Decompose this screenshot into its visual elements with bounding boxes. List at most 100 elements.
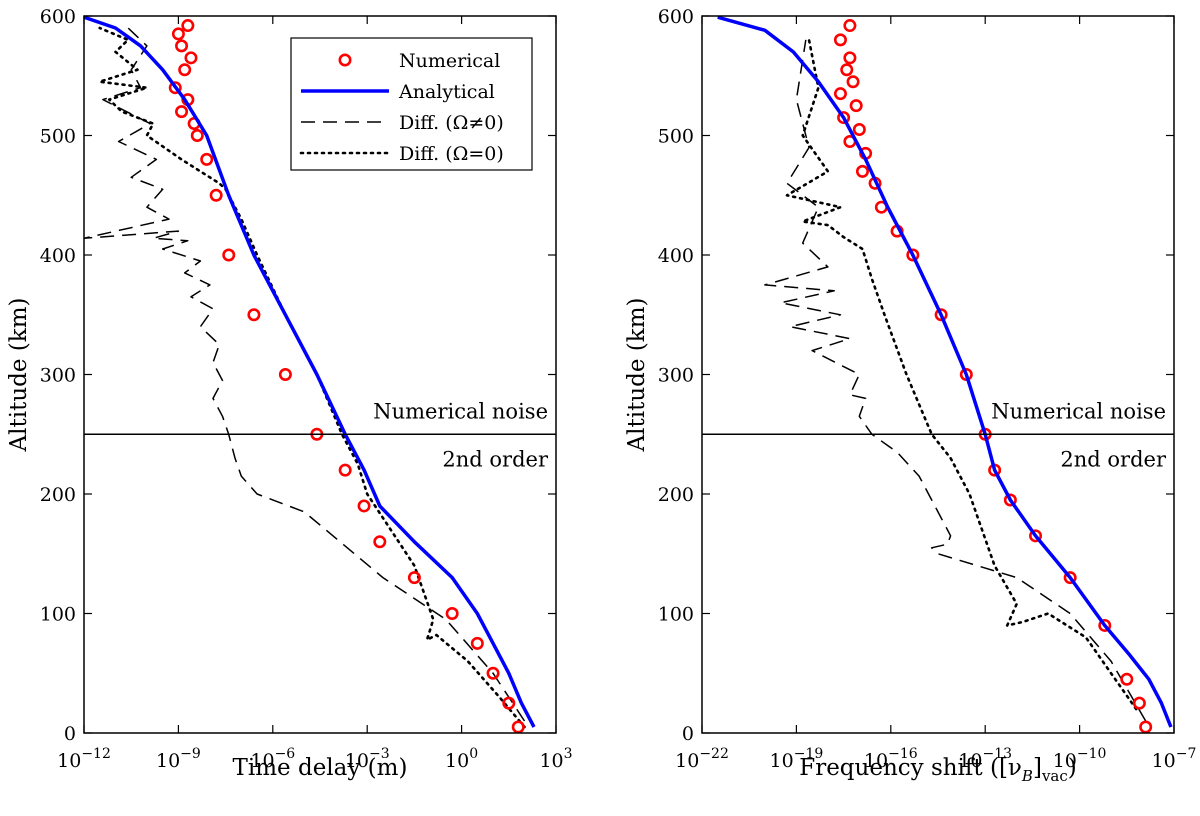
x-tick-exponent: −22 bbox=[699, 746, 729, 762]
annotation-numerical-noise: Numerical noise bbox=[991, 399, 1166, 423]
series-numerical bbox=[833, 19, 1153, 733]
legend-label: Numerical bbox=[399, 50, 500, 72]
numerical-point bbox=[849, 99, 863, 113]
x-tick-exponent: −13 bbox=[983, 746, 1013, 762]
x-tick-exponent: 3 bbox=[564, 746, 573, 762]
numerical-point bbox=[486, 666, 500, 680]
annotation-2nd-order: 2nd order bbox=[1060, 447, 1167, 471]
x-tick-label: 103 bbox=[539, 746, 572, 772]
legend-box bbox=[290, 37, 533, 171]
y-tick-label: 0 bbox=[64, 723, 76, 745]
numerical-point bbox=[178, 63, 192, 77]
numerical-point bbox=[445, 606, 459, 620]
numerical-point bbox=[200, 152, 214, 166]
numerical-point bbox=[209, 188, 223, 202]
x-tick-label: 10−12 bbox=[57, 746, 111, 772]
numerical-point bbox=[906, 248, 920, 262]
x-tick-exponent: −9 bbox=[180, 746, 201, 762]
plot-area bbox=[84, 16, 536, 733]
y-tick-label: 400 bbox=[658, 245, 694, 267]
legend: Numerical Analytical Diff. (Ω≠0) Diff. (Ω=0… bbox=[290, 37, 533, 171]
y-tick-label: 0 bbox=[682, 723, 694, 745]
series-line-analytical bbox=[84, 16, 536, 728]
numerical-point bbox=[934, 308, 948, 322]
y-axis-label: Altitude (km) bbox=[6, 298, 32, 453]
x-tick-label: 10−6 bbox=[250, 746, 295, 772]
x-axis-label-subscript-vac: vac bbox=[1041, 767, 1068, 785]
series-line-analytical bbox=[717, 16, 1173, 728]
numerical-point bbox=[1029, 529, 1043, 543]
y-tick-label: 600 bbox=[40, 6, 76, 28]
numerical-point bbox=[843, 51, 857, 65]
numerical-point bbox=[852, 123, 866, 137]
x-tick-exponent: −19 bbox=[794, 746, 824, 762]
series-line-diff- bbox=[764, 39, 1147, 722]
x-tick-exponent: −7 bbox=[1176, 746, 1197, 762]
numerical-point bbox=[373, 535, 387, 549]
legend-label: Analytical bbox=[398, 81, 495, 103]
x-tick-label: 10−7 bbox=[1152, 746, 1197, 772]
y-tick-label: 100 bbox=[40, 604, 76, 626]
numerical-point bbox=[470, 636, 484, 650]
numerical-point bbox=[278, 367, 292, 381]
numerical-point bbox=[846, 75, 860, 89]
x-axis-label: Frequency shift ([νB]vac) bbox=[799, 755, 1077, 785]
x-tick-exponent: −6 bbox=[275, 746, 296, 762]
y-tick-label: 200 bbox=[658, 484, 694, 506]
x-axis-label-close: ) bbox=[1068, 755, 1077, 781]
numerical-point bbox=[407, 571, 421, 585]
x-tick-label: 10−9 bbox=[156, 746, 201, 772]
numerical-point bbox=[843, 19, 857, 33]
x-tick-label: 100 bbox=[445, 746, 478, 772]
y-tick-label: 500 bbox=[658, 126, 694, 148]
annotation-2nd-order: 2nd order bbox=[442, 447, 549, 471]
numerical-point bbox=[511, 720, 525, 733]
numerical-point bbox=[502, 696, 516, 710]
x-tick-exponent: −3 bbox=[369, 746, 390, 762]
numerical-point bbox=[184, 51, 198, 65]
series-line-diff- bbox=[84, 27, 526, 722]
x-tick-exponent: −12 bbox=[81, 746, 111, 762]
legend-marker-numerical bbox=[338, 53, 352, 67]
numerical-point bbox=[837, 111, 851, 125]
y-axis-label: Altitude (km) bbox=[624, 298, 650, 453]
numerical-point bbox=[175, 105, 189, 119]
y-tick-label: 200 bbox=[40, 484, 76, 506]
numerical-point bbox=[247, 308, 261, 322]
numerical-point bbox=[222, 248, 236, 262]
annotation-numerical-noise: Numerical noise bbox=[373, 399, 548, 423]
y-tick-label: 300 bbox=[40, 365, 76, 387]
x-axis-label: Time delay (m) bbox=[233, 755, 408, 781]
x-axis-label-bracket: ] bbox=[1033, 755, 1042, 781]
numerical-point bbox=[1132, 696, 1146, 710]
numerical-point bbox=[833, 87, 847, 101]
plot-area bbox=[717, 16, 1173, 733]
numerical-point bbox=[855, 164, 869, 178]
numerical-point bbox=[181, 19, 195, 33]
y-tick-label: 500 bbox=[40, 126, 76, 148]
x-tick-exponent: 0 bbox=[469, 746, 478, 762]
x-axis-label-subscript: B bbox=[1021, 767, 1033, 785]
y-tick-label: 600 bbox=[658, 6, 694, 28]
x-tick-exponent: −10 bbox=[1077, 746, 1107, 762]
numerical-point bbox=[168, 81, 182, 95]
numerical-point bbox=[357, 499, 371, 513]
x-tick-exponent: −16 bbox=[888, 746, 918, 762]
numerical-point bbox=[1003, 493, 1017, 507]
series-line-diff- bbox=[785, 38, 1138, 711]
legend-label: Diff. (Ω≠0) bbox=[399, 112, 504, 134]
numerical-point bbox=[1139, 720, 1153, 733]
numerical-point bbox=[338, 463, 352, 477]
y-tick-label: 100 bbox=[658, 604, 694, 626]
numerical-point bbox=[175, 39, 189, 53]
numerical-point bbox=[1063, 571, 1077, 585]
numerical-point bbox=[840, 63, 854, 77]
numerical-point bbox=[833, 33, 847, 47]
numerical-point bbox=[1098, 618, 1112, 632]
y-tick-label: 400 bbox=[40, 245, 76, 267]
numerical-point bbox=[190, 129, 204, 143]
y-tick-label: 300 bbox=[658, 365, 694, 387]
